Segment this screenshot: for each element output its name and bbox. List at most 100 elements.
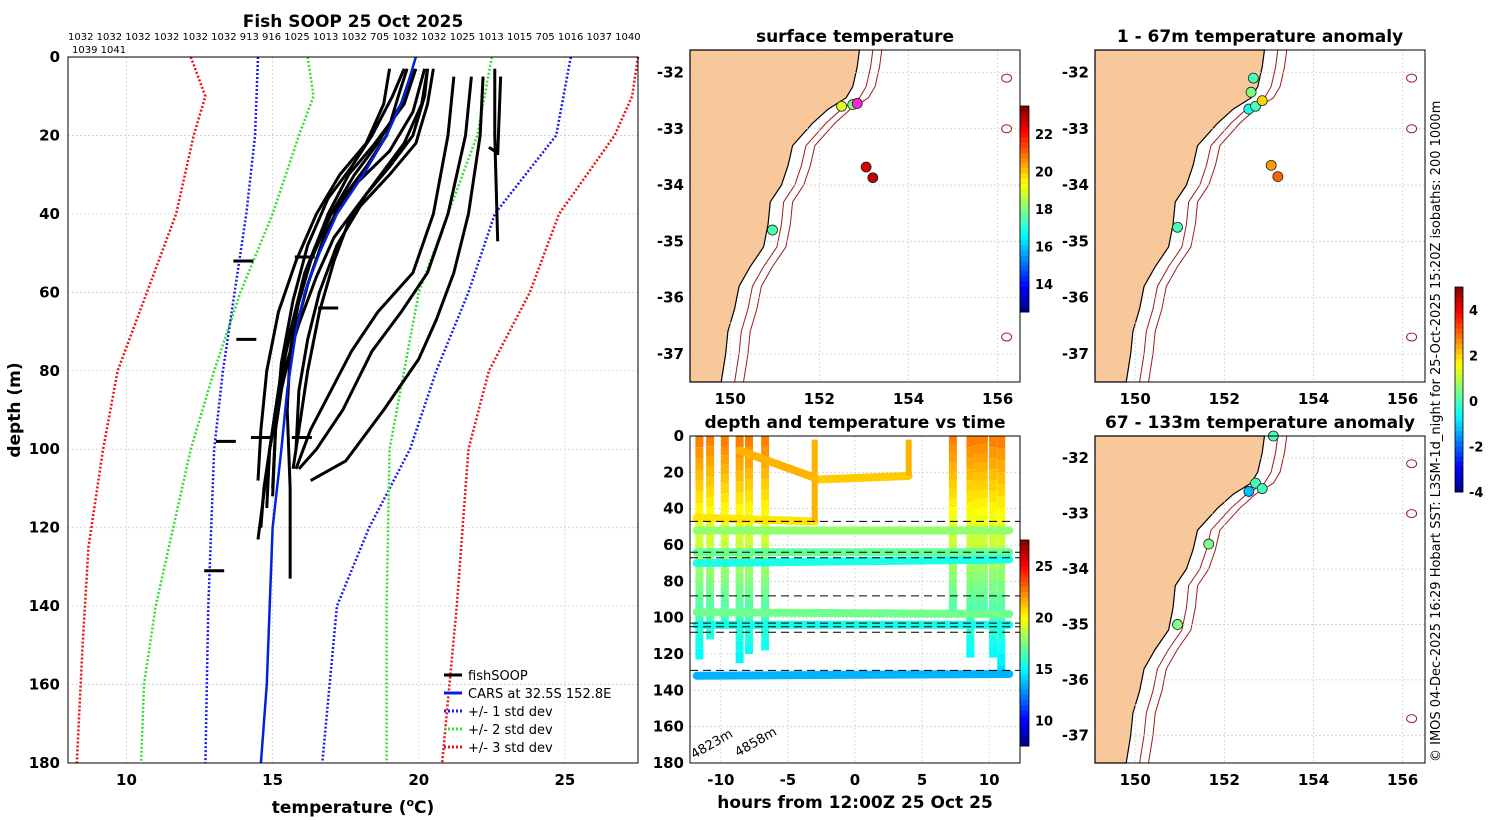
std2-right-line — [385, 56, 494, 763]
anomaly-colorbar-segment — [1455, 415, 1463, 421]
surface-colorbar-segment — [1020, 286, 1029, 292]
isobath-1000m-line — [1148, 435, 1288, 764]
ts-colorbar-segment — [1020, 699, 1029, 706]
surface-colorbar-segment — [1020, 172, 1029, 179]
depth-numbers-row1: 1032 1032 1032 1032 1032 1032 913 916 10… — [68, 32, 641, 43]
y-tick-label: -32 — [1062, 449, 1089, 467]
surface-colorbar-segment — [1020, 265, 1029, 272]
surface-colorbar-segment — [1020, 162, 1029, 169]
surface-colorbar-segment — [1020, 152, 1029, 158]
y-tick-label: -33 — [1062, 120, 1089, 138]
data-point — [851, 98, 863, 109]
anomaly-colorbar-segment — [1455, 440, 1463, 447]
x-axis-label: hours from 12:00Z 25 Oct 25 — [717, 793, 993, 813]
profile-axes-box — [67, 56, 639, 764]
surface-colorbar-tick: 18 — [1035, 203, 1053, 218]
ts-colorbar-segment — [1020, 612, 1029, 618]
ts-colorbar-segment — [1020, 606, 1029, 613]
ts-colorbar-tick: 20 — [1035, 611, 1053, 626]
ts-colorbar-segment — [1020, 565, 1029, 572]
surface-colorbar-segment — [1020, 157, 1029, 164]
surface-colorbar-tick: 22 — [1035, 128, 1053, 143]
data-point — [1247, 72, 1259, 84]
x-axis-label: temperature (oC) — [272, 796, 435, 818]
anomaly-colorbar-segment — [1455, 404, 1463, 411]
surface-colorbar-segment — [1020, 306, 1029, 313]
anomaly-colorbar-segment — [1455, 425, 1463, 431]
x-tick-label: -5 — [780, 771, 797, 789]
island-outline — [1406, 73, 1418, 83]
y-tick-label: -33 — [657, 120, 684, 138]
fish-profile-line — [488, 145, 496, 153]
anomaly-colorbar-segment — [1455, 379, 1463, 385]
fish-profile-line — [294, 68, 435, 450]
y-tick-label: -36 — [1062, 289, 1089, 307]
anomaly-colorbar-tick: -4 — [1469, 486, 1483, 501]
data-point — [1265, 159, 1277, 171]
y-tick-label: -34 — [1062, 176, 1089, 194]
ts-colorbar-segment — [1020, 627, 1029, 634]
y-tick-label: 120 — [29, 519, 60, 537]
chart-title: depth and temperature vs time — [705, 413, 1006, 433]
surface-colorbar-segment — [1020, 183, 1029, 189]
anomaly-colorbar-segment — [1455, 307, 1463, 314]
island-outline — [1406, 124, 1418, 134]
ts-colorbar-segment — [1020, 586, 1029, 592]
ts-colorbar-segment — [1020, 643, 1029, 649]
ts-colorbar-segment — [1020, 663, 1029, 670]
ts-colorbar-segment — [1020, 596, 1029, 603]
fish-profile-line — [256, 68, 392, 481]
island-outline — [1406, 332, 1418, 342]
std3-right-line — [440, 56, 640, 764]
y-tick-label: 20 — [663, 463, 684, 481]
ts-colorbar-segment — [1020, 555, 1029, 562]
depth-numbers-row2: 1039 1041 — [72, 45, 126, 56]
legend-label: CARS at 32.5S 152.8E — [468, 687, 611, 702]
surface-colorbar-segment — [1020, 116, 1029, 122]
fish-profile-line — [297, 76, 473, 470]
map-axes-box — [1094, 435, 1426, 764]
ts-colorbar-segment — [1020, 617, 1029, 623]
y-tick-label: 80 — [663, 572, 684, 590]
island-outline — [1001, 124, 1013, 134]
surface-colorbar-segment — [1020, 245, 1029, 251]
x-tick-label: 154 — [1298, 390, 1329, 408]
depth-trace — [692, 669, 1014, 680]
surface-colorbar-segment — [1020, 281, 1029, 287]
ts-colorbar-frame — [1019, 539, 1030, 747]
std1-left-line — [204, 56, 260, 764]
anomaly-colorbar-frame — [1454, 286, 1464, 493]
surface-colorbar-segment — [1020, 142, 1029, 148]
surface-colorbar-segment — [1020, 167, 1029, 174]
x-tick-label: 156 — [1387, 390, 1418, 408]
ts-colorbar-segment — [1020, 709, 1029, 716]
x-tick-label: 152 — [804, 390, 835, 408]
surface-colorbar-segment — [1020, 209, 1029, 215]
anomaly-colorbar-segment — [1455, 456, 1463, 462]
data-point — [767, 224, 778, 236]
surface-colorbar-segment — [1020, 147, 1029, 153]
anomaly-colorbar-segment — [1455, 338, 1463, 344]
depth-trace — [692, 513, 819, 526]
x-tick-label: 15 — [262, 771, 283, 789]
surface-colorbar-segment — [1020, 255, 1029, 261]
isobath-200m-line — [734, 49, 874, 383]
anomaly-colorbar-segment — [1455, 348, 1463, 355]
x-axis-label-part: C) — [414, 798, 434, 818]
surface-colorbar-segment — [1020, 188, 1029, 195]
x-tick-label: 0 — [850, 771, 860, 789]
y-tick-label: 0 — [50, 48, 60, 66]
fish-profile-line — [309, 76, 485, 482]
anomaly-colorbar-segment — [1455, 328, 1463, 334]
y-tick-label: -34 — [657, 176, 684, 194]
anomaly-colorbar-segment — [1455, 353, 1463, 360]
legend-label: +/- 2 std dev — [468, 723, 553, 738]
surface-colorbar-segment — [1020, 234, 1029, 241]
depth-trace — [692, 555, 1014, 568]
anomaly-colorbar-segment — [1455, 451, 1463, 457]
surface-colorbar-tick: 20 — [1035, 166, 1053, 181]
surface-colorbar-segment — [1020, 131, 1029, 138]
x-axis-label-part: temperature ( — [272, 798, 407, 818]
ts-colorbar-segment — [1020, 689, 1029, 695]
ts-colorbar-segment — [1020, 622, 1029, 629]
